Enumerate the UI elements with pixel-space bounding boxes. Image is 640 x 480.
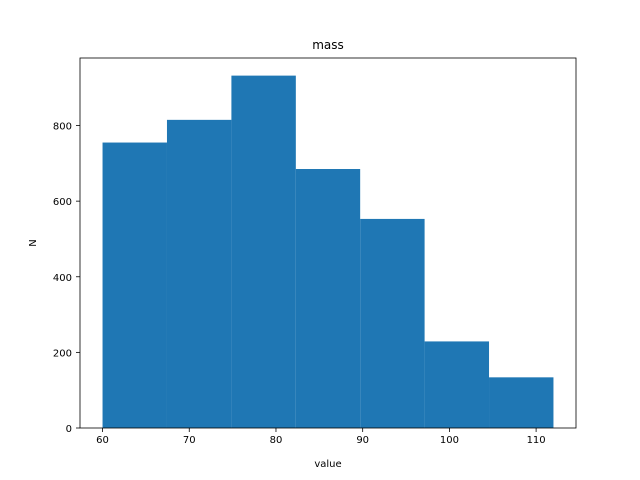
- y-tick-label: 400: [53, 273, 72, 284]
- y-tick-label: 800: [53, 122, 72, 133]
- y-tick-label: 600: [53, 197, 72, 208]
- x-tick-label: 110: [527, 435, 546, 446]
- x-tick-label: 60: [96, 435, 109, 446]
- plot-frame: [79, 57, 577, 429]
- x-tick-label: 80: [270, 435, 283, 446]
- histogram-bar: [295, 169, 361, 428]
- histogram-bar: [360, 218, 425, 428]
- x-axis-label: value: [314, 459, 341, 470]
- histogram-bar: [102, 142, 167, 428]
- histogram-bar: [231, 75, 296, 428]
- x-tick-label: 100: [440, 435, 459, 446]
- x-tick-label: 70: [183, 435, 196, 446]
- y-tick-label: 200: [53, 348, 72, 359]
- x-axis: 60 70 80 90 100 110: [96, 428, 546, 446]
- histogram-bar: [166, 119, 232, 428]
- y-tick-label: 0: [66, 424, 72, 435]
- histogram-bar: [489, 377, 554, 428]
- y-axis-label: N: [28, 239, 39, 246]
- histogram-bar: [424, 341, 490, 428]
- x-tick-label: 90: [356, 435, 369, 446]
- y-axis: 0 200 400 600 800: [53, 122, 80, 435]
- chart-title: mass: [312, 38, 344, 52]
- bars-group: [102, 75, 554, 428]
